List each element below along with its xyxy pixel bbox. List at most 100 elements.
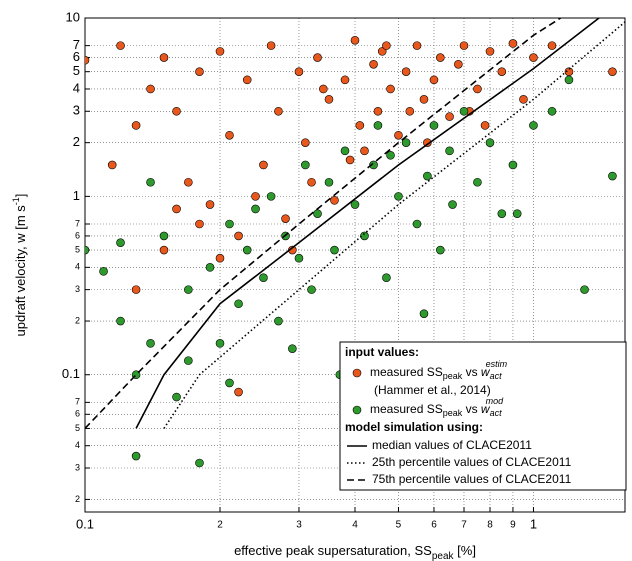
point (436, 53, 445, 62)
y-tick-label: 0.1 (62, 366, 80, 381)
point (497, 209, 507, 218)
point (225, 219, 234, 229)
point (146, 177, 155, 187)
point (307, 177, 316, 187)
y-tick-label: 7 (73, 37, 80, 52)
point (85, 55, 90, 65)
point (85, 245, 90, 255)
point (580, 285, 589, 294)
point (307, 285, 316, 294)
point (205, 263, 215, 272)
y-tick-label: 6 (75, 230, 80, 240)
point (423, 138, 432, 147)
y-tick-label: 7 (75, 218, 80, 228)
point (195, 458, 204, 468)
point (274, 316, 283, 326)
model-line (163, 21, 625, 429)
point (412, 219, 422, 229)
point (529, 121, 538, 130)
point (454, 60, 463, 69)
point (360, 231, 369, 241)
model-line (135, 18, 600, 429)
legend-text: vs (462, 402, 481, 416)
point (340, 75, 350, 85)
point (259, 160, 268, 170)
x-tick-label: 1 (530, 516, 537, 531)
point (146, 84, 155, 94)
point (172, 204, 181, 214)
point (116, 238, 125, 247)
point (159, 53, 169, 62)
y-tick-label: 3 (75, 462, 80, 472)
model-line (85, 18, 562, 429)
legend-label: measured SSpeak vs wact estim (370, 359, 508, 381)
point (234, 299, 243, 309)
point (195, 219, 204, 229)
point (386, 150, 395, 160)
point (419, 95, 429, 104)
point (377, 47, 387, 56)
legend-box (339, 341, 627, 491)
x-tick-label: 2 (217, 520, 223, 531)
legend-text: estim (486, 359, 508, 369)
point (401, 67, 411, 76)
point (251, 192, 260, 201)
point (519, 95, 528, 104)
point (429, 121, 439, 130)
point (266, 192, 276, 201)
point (215, 47, 225, 56)
legend-heading: model simulation using: (345, 420, 483, 434)
point (172, 392, 181, 402)
point (497, 67, 507, 76)
point (184, 177, 193, 187)
point (448, 200, 457, 209)
x-tick-label: 6 (431, 520, 437, 531)
legend-text: vs (462, 365, 481, 379)
point (225, 378, 234, 388)
point (445, 112, 454, 121)
point (355, 121, 365, 130)
point (382, 41, 391, 50)
point (394, 192, 403, 201)
point (242, 75, 252, 85)
legend-text: act (490, 371, 503, 381)
y-tick-label: 5 (73, 63, 80, 78)
point (459, 106, 469, 116)
point (215, 339, 225, 348)
x-axis-label: effective peak supersaturation, SSpeak [… (234, 543, 476, 561)
legend-label: median values of CLACE2011 (372, 438, 532, 452)
point (386, 84, 395, 94)
point (116, 316, 125, 326)
y-tick-label: 5 (75, 244, 80, 254)
point (324, 95, 334, 104)
point (373, 106, 383, 116)
point (608, 67, 617, 76)
point (259, 273, 268, 282)
point (184, 356, 193, 365)
point (266, 41, 276, 50)
point (405, 106, 415, 116)
point (608, 171, 617, 181)
point (159, 245, 169, 255)
point (512, 209, 522, 218)
y-tick-label: 2 (75, 494, 80, 504)
y-tick-label: 10 (66, 9, 80, 24)
point (373, 121, 383, 130)
point (234, 231, 243, 241)
point (529, 53, 538, 62)
y-tick-label: 7 (75, 397, 80, 407)
point (473, 84, 482, 94)
x-tick-label: 4 (352, 520, 358, 531)
legend-citation: (Hammer et al., 2014) (374, 383, 491, 397)
point (330, 196, 339, 205)
point (195, 67, 204, 76)
point (301, 138, 310, 147)
legend-text: measured SS (370, 365, 443, 379)
point (159, 231, 169, 241)
point (131, 121, 141, 130)
point (107, 160, 117, 170)
y-tick-label: 3 (73, 103, 80, 118)
point (131, 285, 141, 294)
point (419, 309, 429, 318)
x-tick-label: 8 (487, 520, 493, 531)
